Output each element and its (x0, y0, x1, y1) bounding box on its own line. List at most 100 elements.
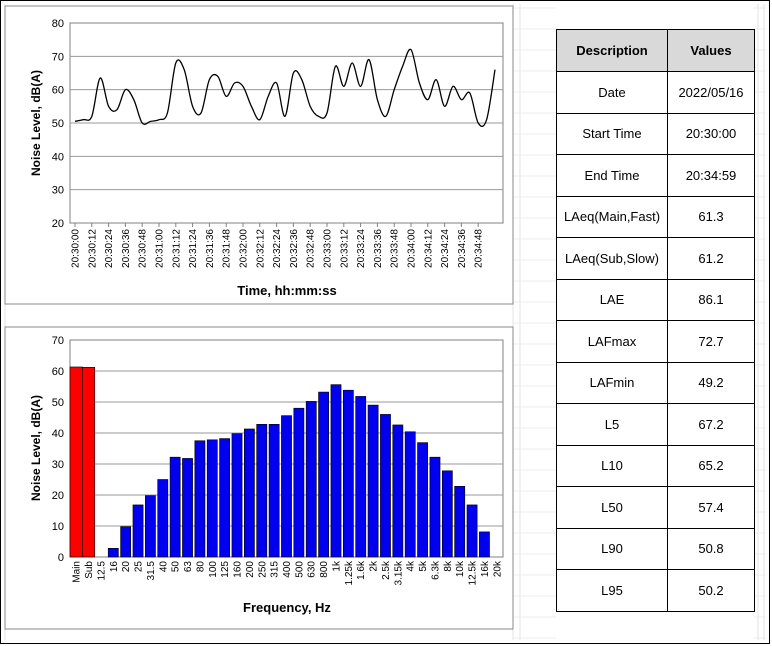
band-level-bar (466, 504, 478, 558)
band-level-bar (293, 407, 305, 558)
freq-x-tick-label: 31.5 (146, 561, 157, 581)
band-level-bar (281, 415, 292, 558)
time-chart-y-tick-labels: 20 30 40 50 60 70 80 (52, 18, 64, 230)
time-x-tick-label: 20:32:48 (306, 229, 317, 268)
band-level-bar (330, 384, 342, 558)
table-row: L90 50.8 (556, 527, 755, 570)
freq-x-tick-label: 1.25k (344, 560, 355, 585)
value-cell: 67.2 (667, 403, 755, 446)
freq-x-tick-label: 125 (220, 561, 231, 578)
values-header: Values (667, 29, 755, 72)
freq-x-tick-label: 16 (109, 561, 120, 573)
description-cell: LAFmax (556, 320, 668, 363)
time-x-tick-label: 20:33:00 (323, 229, 334, 268)
value-cell: 86.1 (667, 278, 755, 321)
band-level-bar (417, 442, 428, 558)
time-x-tick-label: 20:33:24 (356, 229, 367, 268)
freq-x-tick-label: 12.5k (468, 560, 479, 585)
band-level-bar (182, 458, 193, 558)
freq-chart-y-axis-label: Noise Level, dB(A) (29, 395, 43, 501)
freq-x-tick-label: 400 (282, 561, 293, 578)
time-x-tick-label: 20:31:36 (205, 229, 216, 268)
description-cell: LAeq(Sub,Slow) (556, 237, 668, 280)
time-y-tick-label: 20 (52, 218, 64, 230)
freq-x-tick-label: 4k (406, 560, 417, 572)
band-level-bar (145, 495, 156, 558)
freq-x-tick-label: Main (72, 561, 83, 583)
band-level-bar (342, 389, 354, 558)
value-cell: 61.2 (667, 237, 755, 280)
time-y-tick-label: 80 (52, 18, 64, 30)
freq-x-tick-label: 2k (369, 560, 380, 572)
band-level-bar (479, 531, 490, 558)
time-y-tick-label: 50 (52, 118, 64, 130)
freq-x-tick-label: 6.3k (430, 560, 441, 580)
value-cell: 50.8 (667, 527, 755, 570)
freq-y-tick-label: 10 (52, 521, 64, 533)
time-y-tick-label: 40 (52, 151, 64, 163)
description-cell: LAFmin (556, 361, 668, 404)
time-x-tick-label: 20:30:00 (71, 229, 82, 268)
table-row: Date 2022/05/16 (556, 71, 755, 114)
table-row: LAE 86.1 (556, 278, 755, 321)
band-level-bar (268, 424, 280, 558)
table-row: LAeq(Main,Fast) 61.3 (556, 195, 755, 238)
table-row: End Time 20:34:59 (556, 154, 755, 197)
time-series-line (74, 48, 496, 127)
freq-x-tick-label: 40 (158, 561, 169, 573)
value-cell: 57.4 (667, 486, 755, 529)
band-level-bar (219, 438, 231, 558)
table-row: L50 57.4 (556, 486, 755, 529)
time-x-tick-label: 20:33:12 (339, 229, 350, 268)
description-cell: L10 (556, 444, 668, 487)
freq-x-tick-label: 3.15k (393, 560, 404, 585)
freq-y-tick-label: 20 (52, 490, 64, 502)
table-row: L95 50.2 (556, 569, 755, 612)
band-level-bar (132, 504, 144, 558)
band-level-bar (244, 428, 255, 558)
time-x-tick-label: 20:31:12 (171, 229, 182, 268)
description-cell: L50 (556, 486, 668, 529)
freq-x-tick-label: 1.6k (356, 560, 367, 580)
summary-table: Description Values Date 2022/05/16 Start T… (556, 29, 755, 612)
freq-x-tick-label: 12.5 (96, 561, 107, 581)
freq-x-tick-label: 315 (270, 561, 281, 578)
time-x-tick-label: 20:34:36 (457, 229, 468, 268)
time-x-tick-label: 20:34:48 (474, 229, 485, 268)
table-row: LAFmax 72.7 (556, 320, 755, 363)
time-chart-x-axis-label: Time, hh:mm:ss (237, 283, 336, 298)
freq-x-tick-label: 10k (455, 560, 466, 577)
band-level-bar (194, 440, 206, 558)
summary-table-container: Description Values Date 2022/05/16 Start T… (556, 29, 755, 612)
freq-y-tick-label: 30 (52, 459, 64, 471)
freq-x-tick-label: Sub (84, 561, 95, 579)
freq-x-tick-label: 8k (443, 560, 454, 572)
freq-chart-bars (69, 366, 490, 558)
band-level-bar (429, 456, 441, 558)
freq-x-tick-label: 800 (319, 561, 330, 578)
value-cell: 20:34:59 (667, 154, 755, 197)
description-cell: L95 (556, 569, 668, 612)
freq-x-tick-label: 63 (183, 561, 194, 573)
freq-x-tick-label: 1k (331, 560, 342, 572)
description-cell: End Time (556, 154, 668, 197)
time-x-tick-label: 20:30:24 (104, 229, 115, 268)
description-cell: Date (556, 71, 668, 114)
freq-x-tick-label: 20k (492, 560, 503, 577)
table-row: Start Time 20:30:00 (556, 112, 755, 155)
band-level-bar (441, 470, 453, 558)
freq-x-tick-label: 20 (121, 561, 132, 573)
value-cell: 72.7 (667, 320, 755, 363)
freq-x-tick-label: 250 (257, 561, 268, 578)
band-level-bar (355, 396, 367, 558)
band-level-bar (380, 414, 391, 558)
time-x-tick-label: 20:30:48 (138, 229, 149, 268)
band-level-bar (305, 401, 317, 558)
band-level-bar (318, 391, 329, 558)
description-cell: Start Time (556, 112, 668, 155)
band-level-bar (231, 433, 243, 558)
band-level-bar (120, 526, 132, 558)
band-level-bar (107, 548, 119, 558)
